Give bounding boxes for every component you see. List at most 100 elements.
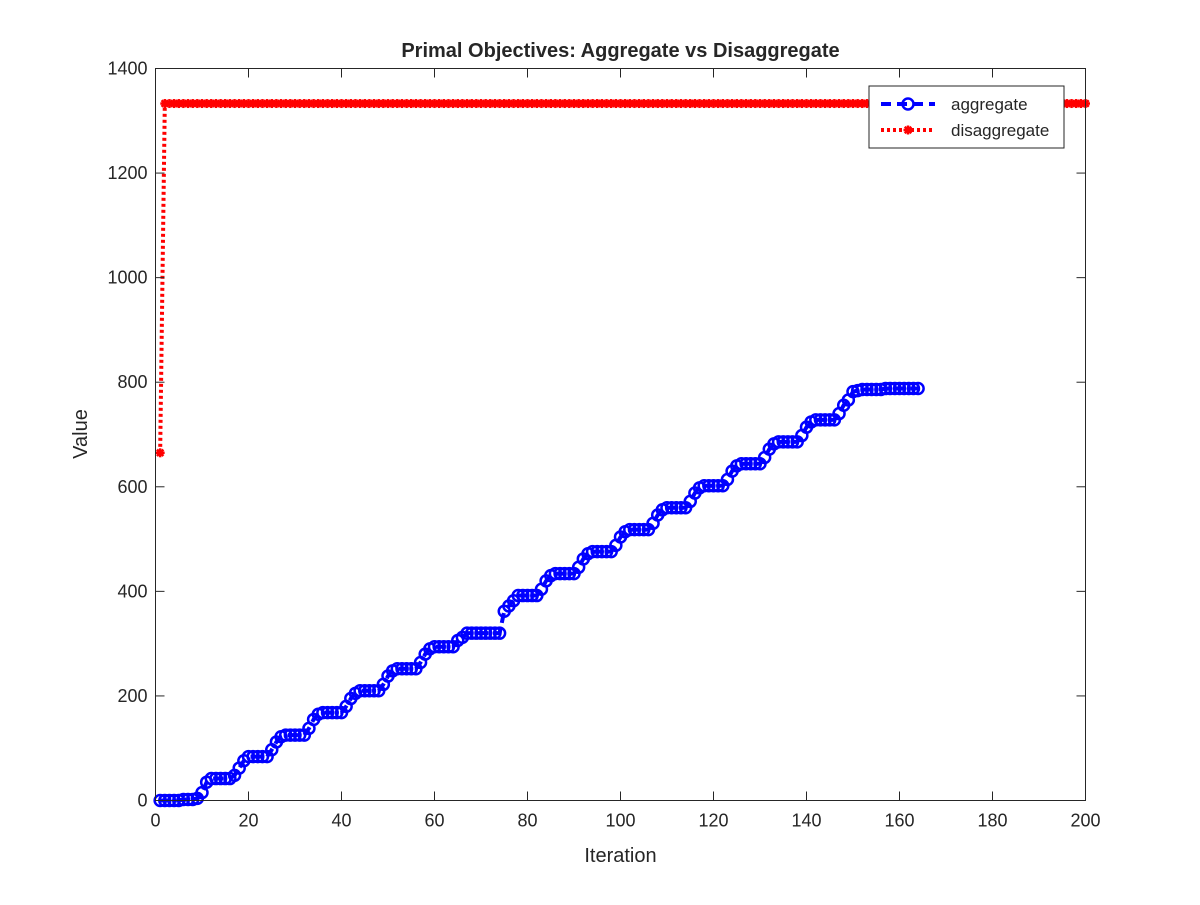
x-tick-label: 120 — [698, 811, 728, 831]
aggregate-point — [897, 381, 911, 396]
y-tick-label: 800 — [117, 372, 147, 392]
x-tick-label: 60 — [424, 811, 444, 831]
aggregate-point — [632, 522, 646, 537]
legend-entry-aggregate: aggregate — [881, 95, 1028, 114]
chart-title: Primal Objectives: Aggregate vs Disaggre… — [401, 40, 839, 62]
aggregate-point — [213, 771, 228, 786]
aggregate-point — [711, 478, 725, 493]
aggregate-point — [748, 457, 763, 471]
aggregate-point — [358, 683, 372, 698]
aggregate-point — [474, 626, 488, 640]
y-tick-label: 600 — [117, 477, 147, 497]
y-tick-label: 0 — [137, 791, 147, 811]
aggregate-point — [492, 626, 507, 640]
aggregate-point — [771, 435, 786, 449]
aggregate-point — [878, 381, 893, 396]
aggregate-point — [516, 588, 530, 603]
aggregate-point — [781, 435, 795, 449]
aggregate-point — [869, 382, 883, 397]
aggregate-point — [488, 626, 502, 640]
aggregate-point — [776, 435, 790, 449]
aggregate-point — [706, 478, 721, 493]
legend-entry-disaggregate: disaggregate — [881, 121, 1049, 140]
disaggregate-point — [155, 448, 165, 458]
aggregate-point — [320, 705, 335, 720]
aggregate-point — [432, 640, 446, 654]
legend-box — [868, 85, 1065, 149]
aggregate-point — [864, 382, 879, 397]
chart-legend: aggregate disaggregate — [868, 85, 1065, 149]
aggregate-point — [255, 749, 270, 764]
aggregate-point — [669, 500, 684, 515]
aggregate-point — [562, 566, 577, 581]
aggregate-point — [404, 661, 418, 676]
aggregate-point — [520, 588, 535, 603]
aggregate-point — [818, 413, 832, 427]
aggregate-point — [660, 500, 674, 515]
series-layer — [153, 99, 1090, 808]
aggregate-point — [460, 626, 474, 640]
aggregate-point — [483, 626, 498, 640]
aggregate-point — [246, 749, 260, 764]
aggregate-point — [181, 792, 195, 807]
aggregate-point — [441, 640, 456, 654]
aggregate-point — [395, 661, 409, 676]
aggregate-point — [734, 457, 749, 471]
x-tick-label: 200 — [1070, 811, 1100, 831]
aggregate-point — [743, 457, 758, 471]
aggregate-point — [464, 626, 479, 640]
aggregate-point — [674, 500, 688, 515]
x-tick-label: 100 — [605, 811, 635, 831]
aggregate-point — [251, 749, 265, 764]
y-tick-label: 1400 — [107, 59, 147, 79]
x-tick-label: 0 — [150, 811, 160, 831]
aggregate-point — [697, 478, 711, 493]
aggregate-point — [888, 381, 902, 396]
aggregate-point — [785, 435, 800, 449]
aggregate-point — [292, 728, 307, 742]
axes-layer: 0 20 40 60 80 100 120 140 160 180 200 0 200 400 600 800… — [107, 59, 1100, 831]
aggregate-point — [511, 588, 525, 603]
aggregate-point — [590, 544, 604, 559]
aggregate-point — [557, 566, 572, 581]
aggregate-point — [813, 413, 828, 427]
x-tick-label: 180 — [977, 811, 1007, 831]
aggregate-point — [553, 566, 567, 581]
aggregate-point — [427, 640, 442, 654]
aggregate-point — [325, 705, 339, 720]
x-tick-label: 40 — [331, 811, 351, 831]
x-tick-label: 160 — [884, 811, 914, 831]
aggregate-point — [195, 785, 209, 800]
aggregate-point — [278, 728, 293, 742]
aggregate-point — [860, 382, 874, 397]
aggregate-point — [883, 381, 897, 396]
y-tick-label: 400 — [117, 581, 147, 601]
aggregate-point — [595, 544, 609, 559]
aggregate-line — [160, 386, 919, 803]
aggregate-point — [469, 626, 484, 640]
aggregate-point — [902, 381, 916, 396]
y-tick-label: 1000 — [107, 268, 147, 288]
plot-area — [155, 68, 1086, 801]
aggregate-point — [585, 544, 600, 559]
aggregate-point — [892, 381, 907, 396]
aggregate-point — [702, 478, 716, 493]
aggregate-point — [353, 683, 367, 698]
aggregate-point — [204, 771, 219, 786]
series-aggregate — [153, 381, 925, 808]
aggregate-point — [906, 381, 921, 396]
aggregate-point — [525, 588, 539, 603]
aggregate-point — [664, 500, 679, 515]
aggregate-point — [399, 661, 414, 676]
aggregate-point — [478, 626, 493, 640]
x-axis-label: Iteration — [584, 845, 656, 867]
aggregate-point — [437, 640, 451, 654]
aggregate-point — [288, 728, 302, 742]
x-tick-label: 20 — [238, 811, 258, 831]
aggregate-point — [627, 522, 642, 537]
aggregate-point — [330, 705, 344, 720]
legend-label-disaggregate: disaggregate — [951, 121, 1049, 140]
x-tick-label: 140 — [791, 811, 821, 831]
aggregate-point — [283, 728, 298, 742]
y-axis-label: Value — [70, 409, 92, 459]
